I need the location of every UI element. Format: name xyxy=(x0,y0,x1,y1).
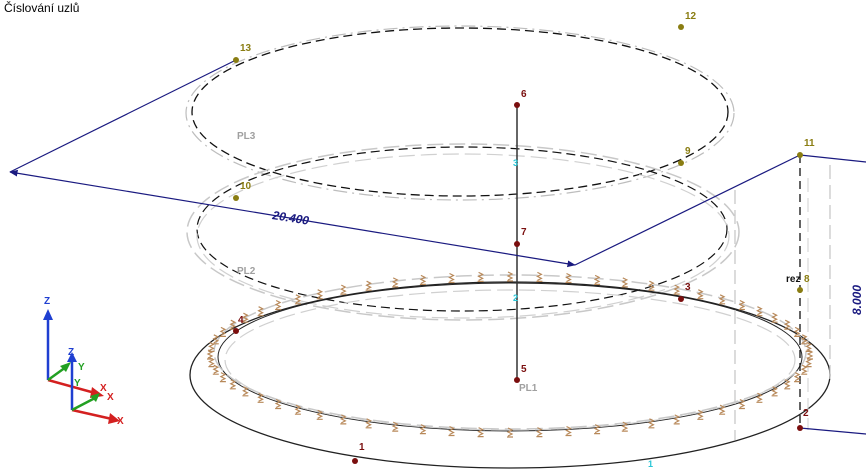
spring-support-icon xyxy=(564,272,573,284)
spring-support-icon xyxy=(477,427,485,438)
dimension-lines xyxy=(9,59,866,435)
spring-support-icon xyxy=(391,277,399,288)
spring-support-icon xyxy=(783,319,791,330)
node-9[interactable]: 9 xyxy=(678,146,691,166)
node-label: 12 xyxy=(685,11,697,22)
spring-support-icon xyxy=(477,271,485,282)
node-12[interactable]: 12 xyxy=(678,11,697,30)
plane-pl2-outline xyxy=(186,143,740,321)
spring-support-icon xyxy=(793,372,801,383)
node-label: 13 xyxy=(240,43,252,54)
node-8[interactable]: rez 8 xyxy=(786,274,810,293)
node-label: 9 xyxy=(685,146,691,157)
local-axes-gizmo: Z Y X X Y xyxy=(67,347,124,427)
plane-label-pl1: PL1 xyxy=(519,383,538,394)
spring-support-icon xyxy=(535,271,544,282)
axis-z-label: Z xyxy=(68,347,74,358)
node-13[interactable]: 13 xyxy=(233,43,252,63)
spring-supports xyxy=(206,271,814,438)
node-5[interactable]: 5 xyxy=(514,364,527,383)
node-2[interactable]: 2 xyxy=(797,408,809,431)
spring-support-icon xyxy=(257,306,265,317)
spring-support-icon xyxy=(365,280,373,291)
plane-pl3-outline xyxy=(185,25,735,201)
height-dimension-label: 8.000 xyxy=(850,285,864,315)
plane-pl1-outline xyxy=(189,274,831,469)
axis-y-label: Y xyxy=(74,378,81,389)
spring-support-icon xyxy=(419,274,427,285)
spring-support-icon xyxy=(593,274,601,285)
axis-y-label: Y xyxy=(78,362,85,373)
node-label: 7 xyxy=(521,227,527,238)
node-3[interactable]: 3 xyxy=(678,282,691,302)
node-label: 3 xyxy=(685,282,691,293)
node-7[interactable]: 7 xyxy=(514,227,527,247)
spring-support-icon xyxy=(274,299,282,311)
node-label: 10 xyxy=(240,181,252,192)
spring-support-icon xyxy=(219,372,227,383)
node-label: 11 xyxy=(804,138,815,149)
plane-label-pl2: PL2 xyxy=(237,266,256,277)
plane-label-pl3: PL3 xyxy=(237,131,256,142)
node-6[interactable]: 6 xyxy=(514,89,527,108)
node-label: 2 xyxy=(803,408,809,419)
axis-x-label: X xyxy=(107,392,114,403)
cut-label: rez xyxy=(786,274,800,285)
node-label: 5 xyxy=(521,364,527,375)
member-label-3: 3 xyxy=(513,158,518,168)
spring-support-icon xyxy=(621,277,629,288)
member-label-1: 1 xyxy=(648,459,653,469)
global-axes-gizmo: Z X xyxy=(43,296,114,403)
spring-support-icon xyxy=(673,284,681,295)
spring-support-icon xyxy=(506,271,514,282)
span-dimension-label: 20.400 xyxy=(271,208,311,228)
node-label: 4 xyxy=(238,315,244,326)
axis-x-label: X xyxy=(117,416,124,427)
member-label-2: 2 xyxy=(513,293,518,303)
spring-support-icon xyxy=(770,312,779,323)
spring-support-icon xyxy=(316,289,324,300)
node-1[interactable]: 1 xyxy=(352,442,365,464)
node-label: 6 xyxy=(521,89,527,100)
spring-support-icon xyxy=(447,272,456,284)
axis-z-label: Z xyxy=(44,296,50,307)
axis-x-label: X xyxy=(100,383,107,394)
node-label: 1 xyxy=(359,442,365,453)
node-10[interactable]: 10 xyxy=(233,181,252,201)
node-label: 8 xyxy=(804,274,810,285)
node-11[interactable]: 11 xyxy=(797,138,815,158)
view-title: Číslování uzlů xyxy=(4,1,80,15)
spring-support-icon xyxy=(339,284,347,295)
node-4[interactable]: 4 xyxy=(233,315,244,334)
